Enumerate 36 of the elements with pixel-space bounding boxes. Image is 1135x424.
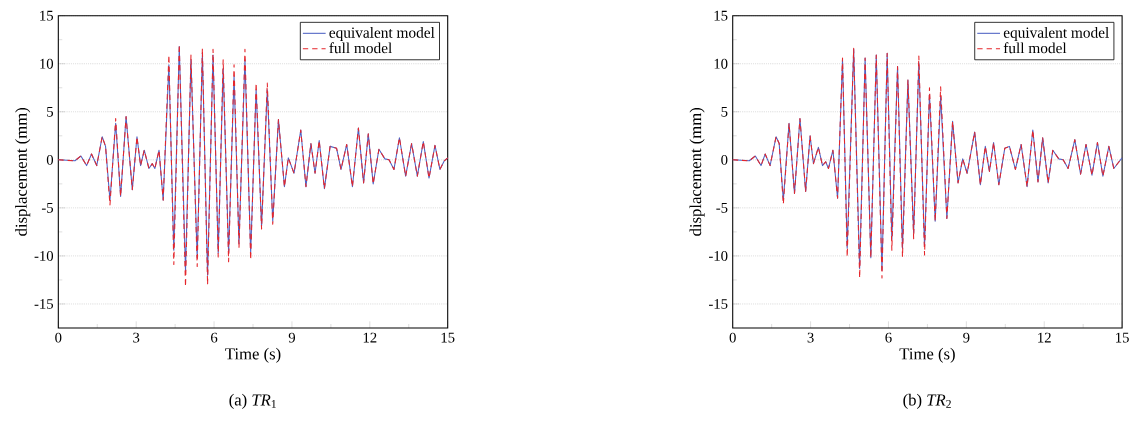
legend-label: equivalent model: [329, 27, 435, 41]
y-tick-label: -15: [708, 299, 728, 309]
y-tick-label: 15: [714, 10, 728, 21]
legend-label: full model: [329, 42, 392, 54]
y-tick-label: -5: [41, 203, 54, 213]
y-tick-label: -15: [34, 299, 54, 309]
legend-label: equivalent model: [1003, 27, 1109, 41]
y-tick-label: 5: [47, 106, 54, 117]
y-tick-label: 10: [40, 58, 54, 69]
x-tick-label: 15: [1116, 332, 1129, 343]
x-tick-label: 12: [1038, 332, 1051, 343]
legend-label: full model: [1003, 42, 1067, 54]
y-tick-label: -10: [708, 250, 728, 261]
x-tick-label: 9: [963, 332, 970, 343]
x-tick-label: 3: [807, 332, 814, 343]
x-tick-label: 3: [133, 332, 140, 343]
x-tick-label: 9: [288, 332, 296, 343]
x-tick-label: 6: [211, 332, 218, 343]
y-axis-title: displacement (mm): [689, 108, 705, 236]
y-tick-label: -10: [34, 250, 54, 261]
y-tick-label: 5: [721, 106, 728, 117]
x-axis-title: Time (s): [225, 347, 281, 363]
x-axis-title: Time (s): [899, 347, 955, 363]
y-tick-label: 15: [40, 10, 54, 21]
x-tick-label: 12: [363, 332, 377, 343]
y-tick-label: 0: [721, 154, 728, 165]
x-tick-label: 15: [441, 332, 455, 343]
y-axis-title: displacement (mm): [15, 108, 31, 236]
x-tick-label: 0: [55, 332, 62, 343]
y-tick-label: 10: [714, 58, 728, 69]
y-tick-label: 0: [46, 154, 54, 165]
x-tick-label: 6: [885, 332, 892, 343]
x-tick-label: 0: [729, 332, 736, 343]
text: (b) TR$_{2}$: [903, 393, 951, 409]
text: (a) TR$_{1}$: [229, 393, 276, 409]
y-tick-label: -5: [716, 203, 728, 213]
